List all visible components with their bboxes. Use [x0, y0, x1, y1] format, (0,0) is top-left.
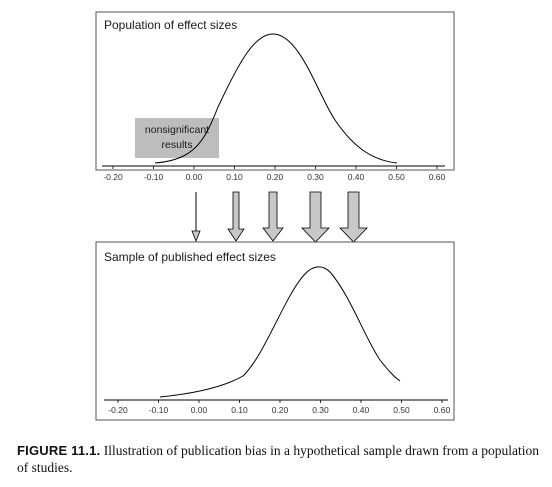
arrow-largest: [339, 191, 368, 243]
bottom-axis-tick-label: -0.10: [149, 405, 169, 415]
bottom-panel-frame: [95, 241, 455, 421]
nonsignificant-label-line1: nonsignificant: [145, 124, 209, 136]
arrow-large: [301, 191, 330, 243]
bottom-panel: Sample of published effect sizes -0.20 -0…: [95, 241, 455, 421]
top-axis-tick-label: 0.00: [186, 172, 203, 182]
nonsignificant-shaded-box: [135, 118, 219, 158]
figure-caption: FIGURE 11.1. Illustration of publication…: [17, 442, 547, 476]
bottom-axis-tick-label: -0.20: [108, 405, 128, 415]
bottom-axis-tick-label: 0.60: [434, 405, 451, 415]
selection-arrows: [191, 191, 368, 243]
published-distribution-curve: [159, 266, 401, 398]
bottom-axis-tick-label: 0.50: [393, 405, 410, 415]
bottom-axis-tick-label: 0.30: [312, 405, 329, 415]
top-axis-tick-label: 0.20: [267, 172, 284, 182]
bottom-axis-tick-label: 0.40: [353, 405, 370, 415]
top-axis-tick-label: 0.60: [429, 172, 446, 182]
figure-label: FIGURE 11.1.: [17, 443, 101, 458]
top-panel: Population of effect sizes nonsignifican…: [95, 11, 455, 182]
bottom-panel-title: Sample of published effect sizes: [104, 250, 276, 264]
bottom-axis-tick-label: 0.00: [191, 405, 208, 415]
arrow-small: [227, 191, 245, 242]
bottom-axis-tick-label: 0.10: [231, 405, 248, 415]
bottom-axis-ticks: -0.20 -0.10 0.00 0.10 0.20 0.30 0.40 0.50 0.60: [108, 400, 451, 415]
top-panel-title: Population of effect sizes: [104, 18, 237, 32]
top-axis-tick-label: 0.10: [226, 172, 243, 182]
top-axis-ticks: -0.20 -0.10 0.00 0.10 0.20 0.30 0.40 0.50 0.60: [103, 166, 446, 182]
caption-text: Illustration of publication bias in a hy…: [17, 443, 539, 475]
population-distribution-curve: [154, 33, 398, 164]
arrow-thin-head: [191, 230, 201, 243]
arrow-medium: [262, 191, 284, 242]
top-axis-tick-label: 0.30: [307, 172, 324, 182]
nonsignificant-label-line2: results: [162, 139, 193, 151]
top-axis-tick-label: 0.40: [348, 172, 365, 182]
top-axis-tick-label: -0.20: [103, 172, 123, 182]
top-axis-tick-label: -0.10: [144, 172, 164, 182]
top-axis-tick-label: 0.50: [388, 172, 405, 182]
bottom-axis-tick-label: 0.20: [272, 405, 289, 415]
